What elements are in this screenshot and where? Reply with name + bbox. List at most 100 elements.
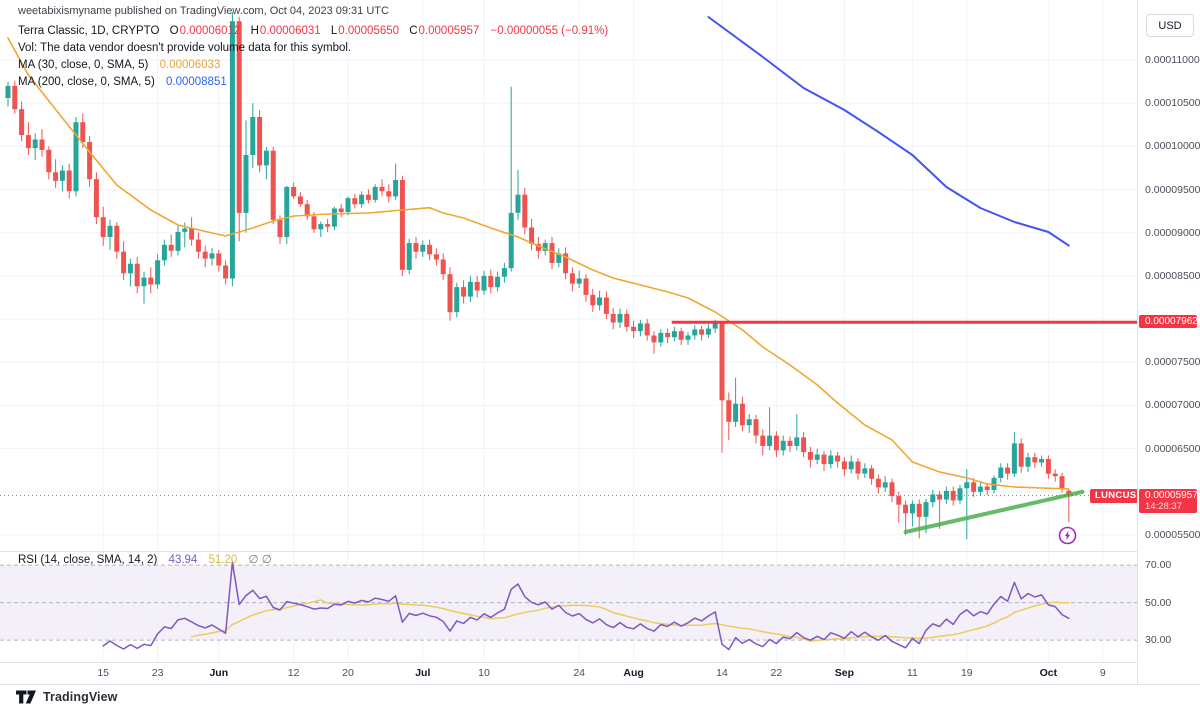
price-tick: 0.00007500 xyxy=(1145,356,1200,369)
candle-body xyxy=(454,287,460,313)
candle-body xyxy=(107,225,113,237)
chart-plot-area[interactable]: weetabixismyname published on TradingVie… xyxy=(0,0,1149,684)
candle-body xyxy=(563,253,569,274)
price-tick: 0.00006500 xyxy=(1145,442,1200,455)
ma30-legend-row[interactable]: MA (30, close, 0, SMA, 5) 0.00006033 xyxy=(18,57,608,73)
candle-body xyxy=(930,494,936,503)
candle-body xyxy=(739,403,745,426)
candle-body xyxy=(515,194,521,213)
tradingview-logo[interactable]: TradingView xyxy=(16,690,118,704)
candle-body xyxy=(277,219,283,238)
currency-usd-button[interactable]: USD xyxy=(1146,14,1194,37)
candle-body xyxy=(488,275,494,288)
price-axis[interactable]: USD 0.00007962 0.00005957 14:28:37 0.000… xyxy=(1138,0,1200,684)
candle-body xyxy=(535,243,541,251)
change-value: −0.00000055 (−0.91%) xyxy=(490,25,609,37)
candle-body xyxy=(957,488,963,501)
time-tick-11: 11 xyxy=(906,667,918,679)
candle-body xyxy=(406,243,412,270)
time-axis[interactable]: 15 23 Jun 12 20 Jul 10 24 Aug 14 22 Sep 11 19 Oct 9 xyxy=(0,663,1137,684)
candle-body xyxy=(413,243,419,252)
candle-body xyxy=(1018,443,1024,467)
candle-body xyxy=(59,170,65,181)
candle-body xyxy=(971,482,977,492)
rsi-value: 43.94 xyxy=(168,554,198,566)
candle-body xyxy=(304,204,310,217)
rsi-legend-row[interactable]: RSI (14, close, SMA, 14, 2) 43.94 51.20 … xyxy=(18,552,272,566)
price-pane[interactable] xyxy=(0,0,1137,551)
low-label: L xyxy=(330,25,338,37)
candle-body xyxy=(175,231,181,251)
rsi-pane[interactable] xyxy=(0,552,1137,662)
ma200-legend-row[interactable]: MA (200, close, 0, SMA, 5) 0.00008851 xyxy=(18,74,608,90)
candle-body xyxy=(603,297,609,314)
candle-body xyxy=(875,478,881,488)
time-tick-23: 23 xyxy=(151,667,164,679)
candle-body xyxy=(66,170,72,192)
candle-body xyxy=(318,224,324,230)
price-tick: 0.00008500 xyxy=(1145,269,1200,282)
candle-body xyxy=(597,297,603,306)
candle-body xyxy=(365,194,371,200)
candle-body xyxy=(984,486,990,491)
volume-legend-row[interactable]: Vol: The data vendor doesn't provide vol… xyxy=(18,42,352,54)
time-tick-14: 14 xyxy=(716,667,728,679)
candle-body xyxy=(644,323,650,336)
time-tick-12: 12 xyxy=(287,667,300,679)
candle-body xyxy=(753,419,759,436)
high-value: 0.00006031 xyxy=(259,25,321,37)
support-trend-line[interactable] xyxy=(903,489,1085,534)
candle-body xyxy=(352,198,358,205)
candle-body xyxy=(556,253,562,263)
candle-body xyxy=(345,198,351,212)
pane-separator[interactable] xyxy=(0,551,1137,552)
candle-body xyxy=(882,482,888,488)
candle-body xyxy=(841,461,847,470)
candle-body xyxy=(433,254,439,260)
candle-body xyxy=(923,502,929,517)
resistance-price-badge: 0.00007962 xyxy=(1139,315,1198,329)
rsi-separator[interactable] xyxy=(0,662,1137,663)
candle-body xyxy=(801,437,807,453)
rsi-empty-marks: ∅ ∅ xyxy=(248,554,272,566)
candle-body xyxy=(168,244,174,251)
lightning-idea-icon[interactable] xyxy=(1058,526,1077,545)
price-tick: 0.00009000 xyxy=(1145,226,1200,239)
symbol-title[interactable]: Terra Classic, 1D, CRYPTO xyxy=(18,25,160,37)
symbol-legend-row[interactable]: Terra Classic, 1D, CRYPTO O0.00006012 H0… xyxy=(18,23,608,39)
candle-body xyxy=(678,331,684,340)
candle-body xyxy=(229,21,235,279)
candle-body xyxy=(209,253,215,259)
candle-body xyxy=(359,194,365,205)
ma30-value: 0.00006033 xyxy=(159,59,221,71)
candle-body xyxy=(189,228,195,240)
candle-body xyxy=(631,326,637,332)
candle-body xyxy=(692,329,698,336)
candle-body xyxy=(87,142,93,180)
candle-body xyxy=(651,335,657,343)
candle-body xyxy=(338,208,344,212)
candle-body xyxy=(236,21,242,213)
time-tick-Jul: Jul xyxy=(415,667,431,679)
ma200-value: 0.00008851 xyxy=(165,76,227,88)
price-tick: 0.00010000 xyxy=(1145,140,1200,153)
candle-body xyxy=(1011,443,1017,474)
candle-body xyxy=(821,454,827,465)
candle-body xyxy=(250,117,256,155)
candle-body xyxy=(719,323,725,401)
candle-body xyxy=(848,461,854,470)
candle-body xyxy=(127,263,133,274)
candle-body xyxy=(297,196,303,205)
tradingview-logo-text: TradingView xyxy=(43,690,118,704)
candle-body xyxy=(53,172,59,181)
ma30-label: MA (30, close, 0, SMA, 5) xyxy=(18,59,149,71)
candle-body xyxy=(440,259,446,275)
candle-body xyxy=(331,208,337,227)
candle-body xyxy=(767,435,773,446)
time-tick-Aug: Aug xyxy=(623,667,644,679)
time-tick-22: 22 xyxy=(770,667,783,679)
candle-body xyxy=(325,224,331,227)
bar-countdown: 14:28:37 xyxy=(1145,500,1182,512)
price-axis-border xyxy=(1137,0,1138,684)
